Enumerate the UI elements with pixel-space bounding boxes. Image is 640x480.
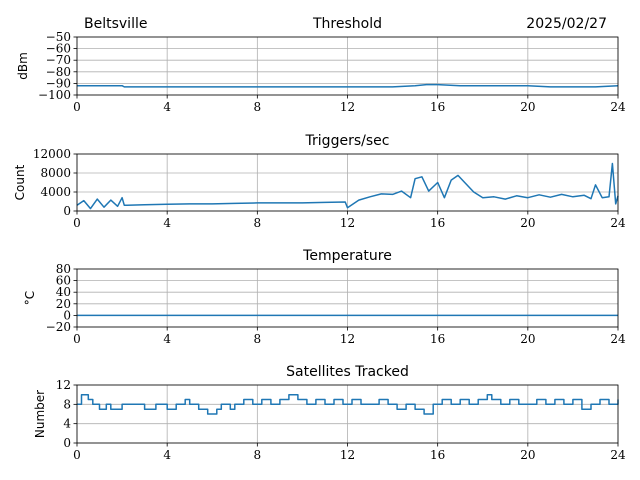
triggers-sec-ytick-label: 0 (63, 204, 71, 218)
threshold-ytick-label: −50 (46, 30, 71, 44)
triggers-sec-ytick-label: 12000 (33, 147, 71, 161)
threshold-ytick-label: −80 (46, 65, 71, 79)
temperature-ytick-label: −20 (46, 320, 71, 334)
satellites-tracked-ytick-label: 8 (63, 397, 71, 411)
threshold-ylabel: dBm (16, 52, 30, 80)
triggers-sec-xtick-label: 12 (340, 216, 355, 230)
temperature-xtick-label: 24 (610, 332, 626, 346)
triggers-sec-xtick-label: 0 (73, 216, 81, 230)
satellites-tracked-xtick-label: 12 (340, 448, 355, 462)
threshold-xtick-label: 24 (610, 100, 626, 114)
triggers-sec-panel: 0 4 8 12 16 20 24 0 4000 8000 12000 Triggers/sec Cou… (13, 133, 626, 230)
temperature-xtick-label: 4 (163, 332, 171, 346)
satellites-tracked-ytick-label: 12 (56, 378, 71, 392)
triggers-sec-xtick-label: 8 (254, 216, 262, 230)
triggers-sec-xtick-label: 4 (163, 216, 171, 230)
triggers-sec-xtick-label: 20 (520, 216, 535, 230)
threshold-xtick-label: 12 (340, 100, 355, 114)
threshold-xtick-label: 4 (163, 100, 171, 114)
satellites-tracked-xtick-label: 24 (610, 448, 626, 462)
satellites-tracked-xtick-label: 8 (254, 448, 262, 462)
threshold-xtick-label: 8 (254, 100, 262, 114)
satellites-tracked-xtick-label: 20 (520, 448, 535, 462)
threshold-panel: 0 4 8 12 16 20 24 −100−90−80−70−60−50 Threshold d… (16, 16, 626, 114)
threshold-ytick-label: −70 (46, 53, 71, 67)
station-name: Beltsville (84, 16, 147, 32)
satellites-tracked-xtick-label: 4 (163, 448, 171, 462)
threshold-ytick-label: −90 (46, 76, 71, 90)
triggers-sec-ylabel: Count (13, 164, 27, 200)
satellites-tracked-xtick-label: 16 (430, 448, 445, 462)
temperature-ytick-label: 60 (56, 274, 71, 288)
satellites-tracked-ytick-label: 0 (63, 436, 71, 450)
threshold-ytick-label: −100 (38, 88, 71, 102)
triggers-sec-ytick-label: 8000 (40, 166, 71, 180)
temperature-ylabel: °C (23, 291, 37, 305)
threshold-xtick-label: 0 (73, 100, 81, 114)
satellites-tracked-series-line (77, 393, 619, 415)
temperature-ytick-label: 0 (63, 308, 71, 322)
triggers-sec-xtick-label: 24 (610, 216, 626, 230)
temperature-xtick-label: 0 (73, 332, 81, 346)
temperature-xtick-label: 12 (340, 332, 355, 346)
date-label: 2025/02/27 (526, 16, 607, 32)
temperature-xtick-label: 20 (520, 332, 535, 346)
threshold-title: Threshold (312, 16, 382, 32)
temperature-xtick-label: 16 (430, 332, 445, 346)
threshold-xtick-label: 16 (430, 100, 445, 114)
temperature-ytick-label: 40 (56, 285, 71, 299)
satellites-tracked-panel: 0 4 8 12 16 20 24 0 4 8 12 Satellites Tracked Number (33, 364, 626, 462)
temperature-title: Temperature (302, 248, 392, 264)
threshold-series-line (77, 83, 619, 88)
triggers-sec-xtick-label: 16 (430, 216, 445, 230)
satellites-tracked-title: Satellites Tracked (286, 364, 409, 380)
triggers-sec-ytick-label: 4000 (40, 185, 71, 199)
satellites-tracked-xtick-label: 0 (73, 448, 81, 462)
temperature-ytick-label: 80 (56, 262, 71, 276)
temperature-ytick-label: 20 (56, 297, 71, 311)
temperature-xtick-label: 8 (254, 332, 262, 346)
satellites-tracked-ylabel: Number (33, 390, 47, 438)
satellites-tracked-ytick-label: 4 (63, 417, 71, 431)
chart-panels: 0 4 8 12 16 20 24 −100−90−80−70−60−50 Threshold d… (13, 16, 626, 462)
triggers-sec-series-line (76, 162, 619, 210)
threshold-ytick-label: −60 (46, 42, 71, 56)
triggers-sec-title: Triggers/sec (305, 133, 390, 149)
threshold-xtick-label: 20 (520, 100, 535, 114)
